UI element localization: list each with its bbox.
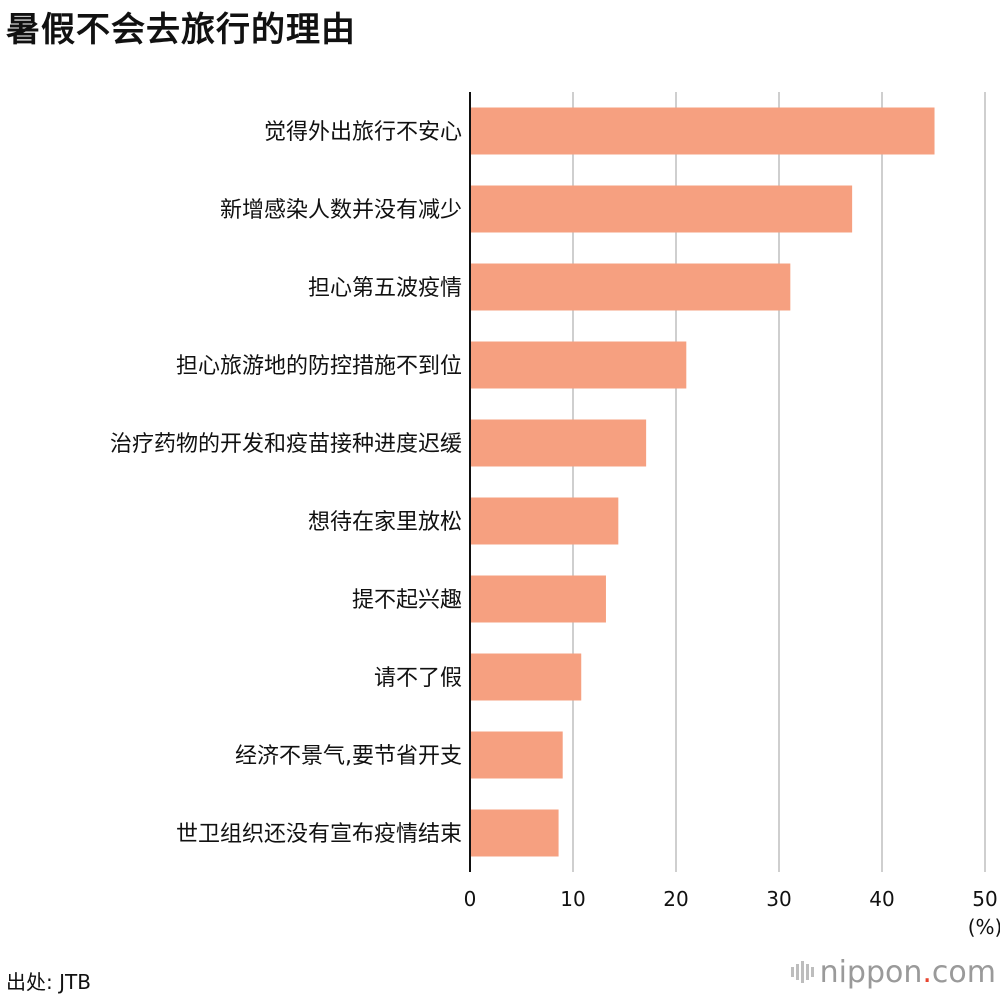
- category-label: 担心旅游地的防控措施不到位: [176, 354, 462, 379]
- x-tick-label: 0: [464, 887, 477, 911]
- category-label: 治疗药物的开发和疫苗接种进度迟缓: [110, 432, 462, 457]
- category-label: 世卫组织还没有宣布疫情结束: [176, 822, 462, 847]
- category-label: 担心第五波疫情: [308, 276, 462, 301]
- logo-suffix: com: [931, 954, 996, 990]
- category-label: 新增感染人数并没有减少: [220, 198, 462, 223]
- bar: [470, 263, 791, 311]
- x-axis-ticks: 0 10 20 30 40 50: [464, 887, 998, 911]
- chart-title: 暑假不会去旅行的理由: [6, 10, 356, 50]
- bar: [470, 809, 559, 857]
- category-label: 提不起兴趣: [352, 588, 462, 613]
- logo-name: nippon: [819, 954, 923, 990]
- category-labels: 觉得外出旅行不安心新增感染人数并没有减少担心第五波疫情担心旅游地的防控措施不到位…: [110, 120, 462, 847]
- x-tick-label: 10: [560, 887, 585, 911]
- bar: [470, 341, 687, 389]
- x-tick-label: 50: [972, 887, 997, 911]
- bar: [470, 497, 619, 545]
- bar: [470, 419, 647, 467]
- category-label: 请不了假: [374, 666, 462, 691]
- bars: [470, 107, 935, 857]
- category-label: 想待在家里放松: [308, 510, 462, 535]
- x-tick-label: 40: [869, 887, 894, 911]
- x-tick-label: 20: [663, 887, 688, 911]
- source-note: 出处: JTB: [6, 970, 91, 994]
- x-axis-unit-label: (%): [968, 915, 1000, 939]
- nippon-logo: nippon.com: [790, 954, 996, 990]
- x-tick-label: 30: [766, 887, 791, 911]
- bar: [470, 731, 563, 779]
- bar: [470, 107, 935, 155]
- logo-text: nippon.com: [820, 955, 996, 990]
- bar: [470, 653, 582, 701]
- bar: [470, 575, 606, 623]
- logo-bars-icon: [790, 961, 814, 983]
- category-label: 觉得外出旅行不安心: [264, 120, 462, 145]
- bar: [470, 185, 853, 233]
- category-label: 经济不景气,要节省开支: [235, 744, 462, 769]
- logo-dot: .: [922, 954, 932, 990]
